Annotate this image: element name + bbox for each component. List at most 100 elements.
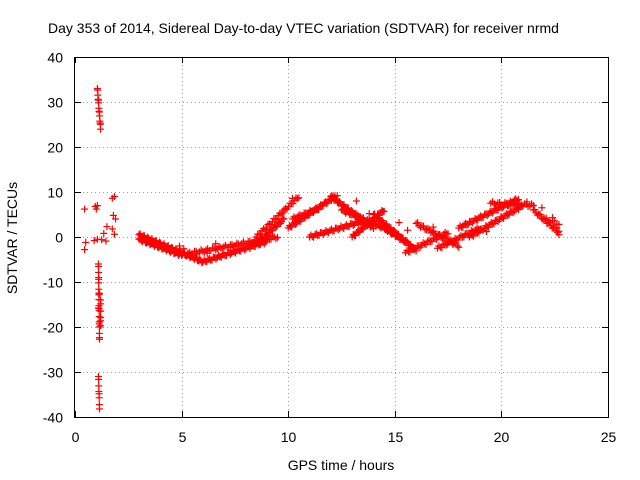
data-point <box>334 226 342 234</box>
data-point <box>419 239 427 247</box>
data-point <box>553 224 561 232</box>
data-point <box>323 199 331 207</box>
data-point <box>315 205 323 213</box>
data-point <box>226 251 234 259</box>
data-point <box>444 240 452 248</box>
y-tick-label: 40 <box>47 50 63 66</box>
data-point <box>514 196 522 204</box>
data-point <box>180 245 188 253</box>
data-point <box>463 221 471 229</box>
data-point <box>417 223 425 231</box>
data-point <box>184 249 192 257</box>
data-point <box>97 300 105 308</box>
data-point <box>333 192 341 200</box>
x-axis-label: GPS time / hours <box>288 457 395 473</box>
data-point <box>455 243 463 251</box>
data-point <box>199 247 207 255</box>
y-tick-label: -10 <box>43 275 63 291</box>
data-point <box>97 125 105 133</box>
data-point <box>435 242 443 250</box>
data-point <box>457 232 465 240</box>
data-point <box>505 211 513 219</box>
data-point <box>395 219 403 227</box>
data-point <box>82 238 90 246</box>
data-point <box>103 223 111 231</box>
data-point <box>494 206 502 214</box>
data-point <box>425 236 433 244</box>
data-point <box>100 229 108 237</box>
data-point <box>272 223 280 231</box>
data-point <box>288 223 296 231</box>
data-point <box>421 225 429 233</box>
data-point <box>81 205 89 213</box>
data-point <box>336 198 344 206</box>
data-point <box>364 221 372 229</box>
data-point <box>419 222 427 230</box>
data-point <box>490 220 498 228</box>
data-point <box>406 248 414 256</box>
data-point <box>365 210 373 218</box>
data-point <box>81 246 89 254</box>
data-point <box>203 249 211 257</box>
data-point <box>267 232 275 240</box>
y-tick-label: 0 <box>55 230 63 246</box>
data-point <box>268 227 276 235</box>
data-point <box>92 205 100 213</box>
data-point <box>535 210 543 218</box>
data-point <box>175 242 183 250</box>
data-point <box>428 237 436 245</box>
data-point <box>424 224 432 232</box>
data-point <box>212 246 220 254</box>
data-point <box>274 233 282 241</box>
data-point <box>96 335 104 343</box>
plot-frame <box>74 57 609 418</box>
data-point <box>94 304 102 312</box>
data-point <box>297 213 305 221</box>
data-point <box>403 246 411 254</box>
data-point <box>95 323 103 331</box>
data-point <box>412 245 420 253</box>
data-point <box>367 218 375 226</box>
data-point <box>112 215 120 223</box>
data-point <box>531 206 539 214</box>
data-point <box>95 375 103 383</box>
data-point <box>272 235 280 243</box>
data-point <box>400 238 408 246</box>
data-point <box>509 208 517 216</box>
data-point <box>90 237 98 245</box>
data-point <box>380 207 388 215</box>
data-point <box>389 228 397 236</box>
data-point <box>110 193 118 200</box>
x-tick-label: 10 <box>281 429 297 445</box>
x-tick-label: 5 <box>179 429 187 445</box>
data-point <box>555 231 563 239</box>
data-point <box>428 228 436 236</box>
data-point <box>409 244 417 252</box>
data-point <box>483 211 491 219</box>
data-point <box>295 194 303 202</box>
data-point <box>202 246 210 254</box>
data-point <box>285 203 293 211</box>
data-point <box>355 229 363 237</box>
data-point <box>442 241 450 249</box>
data-point <box>194 249 202 257</box>
data-point <box>241 246 249 254</box>
data-point <box>256 238 264 246</box>
data-point <box>451 234 459 242</box>
data-point <box>404 226 412 234</box>
y-tick-label: 20 <box>47 140 63 156</box>
data-point <box>217 244 225 252</box>
data-point <box>259 235 267 243</box>
data-point <box>110 230 118 238</box>
data-point <box>474 229 482 237</box>
data-point <box>438 244 446 252</box>
data-point <box>440 233 448 241</box>
data-point <box>109 211 117 219</box>
x-tick-label: 0 <box>72 429 80 445</box>
data-point <box>470 232 478 240</box>
data-point <box>95 279 103 287</box>
data-point <box>288 194 296 202</box>
data-point <box>378 217 386 225</box>
data-point <box>102 237 110 245</box>
